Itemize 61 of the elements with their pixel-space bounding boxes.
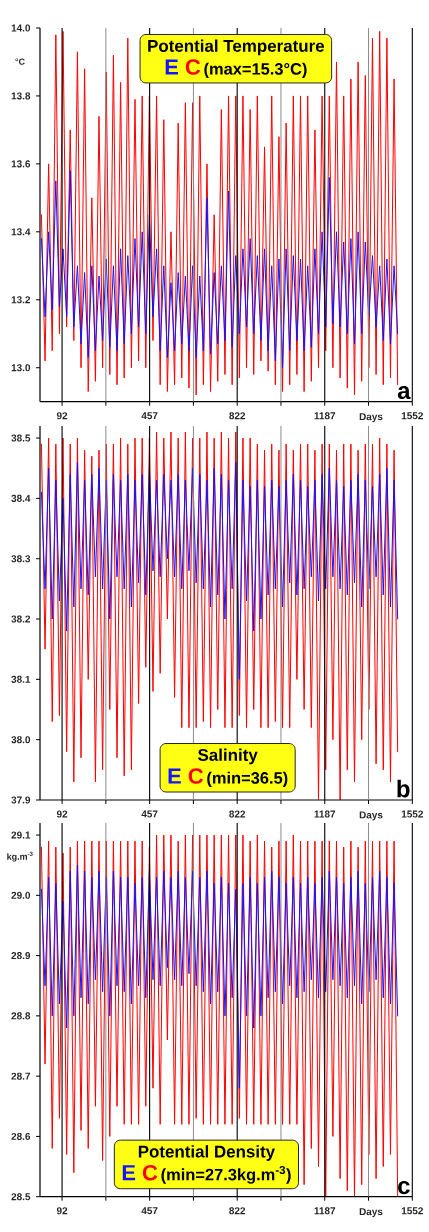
x-tick-label: 92 <box>56 412 68 420</box>
text: E <box>165 59 178 75</box>
x-tick-label: 1552 <box>401 810 423 818</box>
y-tick-label: 37.9 <box>11 796 31 804</box>
x-tick-label: 822 <box>229 1207 246 1215</box>
x-tick-label: 1187 <box>314 412 336 420</box>
y-tick-label: 13.2 <box>11 296 31 304</box>
x-axis-title: Days <box>359 1208 383 1218</box>
text: E <box>168 768 181 784</box>
annotation: a <box>397 386 411 400</box>
x-axis-title: Days <box>359 413 383 423</box>
x-tick-label: 457 <box>141 412 158 420</box>
y-tick-label: 13.0 <box>11 364 31 372</box>
x-tick-label: 1187 <box>314 1207 336 1215</box>
y-axis-title: °C <box>15 58 25 65</box>
x-tick-label: 457 <box>141 1207 158 1215</box>
line-series <box>40 170 399 369</box>
y-tick-label: 28.6 <box>11 1132 31 1140</box>
x-tick-label: 92 <box>56 1207 68 1215</box>
annotation: (max=15.3°C) <box>204 62 307 78</box>
y-tick-label: 14.0 <box>11 24 31 32</box>
annotation: b <box>397 779 410 798</box>
y-tick-label: 29.0 <box>11 891 31 899</box>
x-axis-title: Days <box>359 811 383 821</box>
y-tick-label: 28.9 <box>11 952 31 960</box>
text: Potential Density <box>138 1145 276 1161</box>
x-tick-label: 92 <box>56 810 68 818</box>
y-axis-title: kg.m$^{-3}$ <box>7 851 33 862</box>
series-label: C <box>142 1164 158 1181</box>
line-series <box>40 30 399 396</box>
y-tick-label: 13.6 <box>11 160 31 168</box>
text: Potential Temperature <box>148 39 325 56</box>
line-series <box>40 461 399 680</box>
y-tick-label: 28.7 <box>11 1072 31 1080</box>
annotation: c <box>398 1181 410 1195</box>
line-series <box>40 431 399 800</box>
y-tick-label: 28.5 <box>11 1193 31 1201</box>
x-tick-label: 1552 <box>401 412 423 420</box>
y-tick-label: 38.0 <box>11 736 31 744</box>
text: Salinity <box>198 748 258 765</box>
x-tick-label: 1552 <box>401 1207 423 1215</box>
text: E <box>122 1165 136 1181</box>
y-tick-label: 38.3 <box>11 555 31 563</box>
x-tick-label: 822 <box>229 810 246 818</box>
x-tick-label: 1187 <box>314 810 336 818</box>
y-tick-label: 38.4 <box>11 494 31 502</box>
y-tick-label: 29.1 <box>11 831 31 839</box>
y-tick-label: 28.8 <box>11 1012 31 1020</box>
y-tick-label: 38.5 <box>11 434 31 442</box>
x-tick-label: 822 <box>229 412 246 420</box>
annotation: (min=27.3kg.m$^{-3}$) <box>161 1165 291 1184</box>
series-label: C <box>185 59 201 75</box>
y-tick-label: 38.1 <box>11 675 31 683</box>
y-tick-label: 38.2 <box>11 615 31 623</box>
line-series <box>40 864 399 1089</box>
line-series <box>40 834 399 1197</box>
annotation: (min=36.5) <box>207 771 288 788</box>
x-tick-label: 457 <box>141 810 158 818</box>
y-tick-label: 13.8 <box>11 92 31 100</box>
y-tick-label: 13.4 <box>11 228 31 236</box>
series-label: C <box>188 768 204 784</box>
